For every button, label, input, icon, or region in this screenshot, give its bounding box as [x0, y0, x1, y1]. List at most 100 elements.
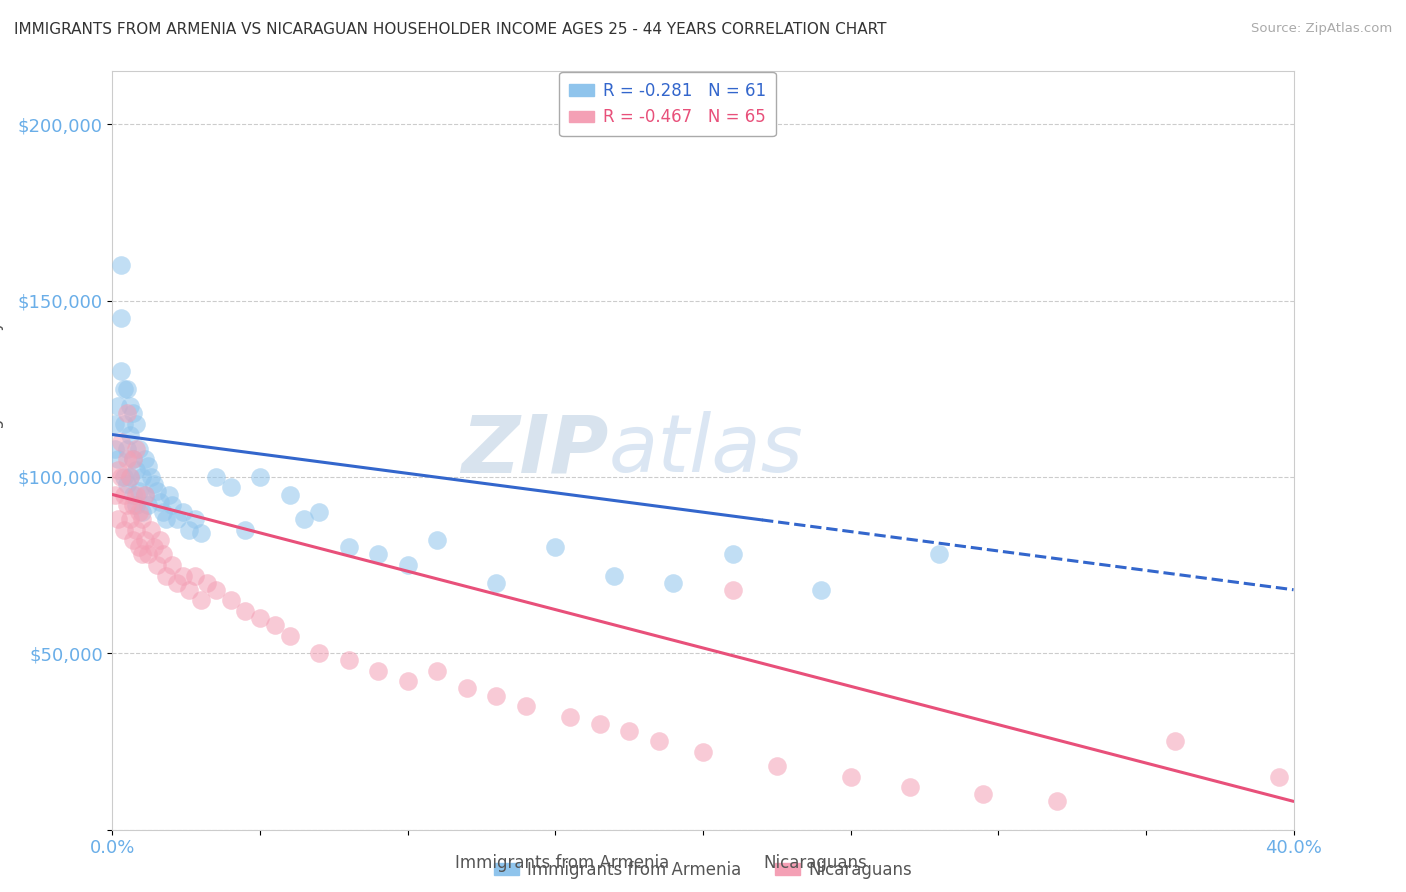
- Point: [1164, 734, 1187, 748]
- Point: [647, 734, 671, 748]
- Point: [149, 494, 172, 508]
- Point: [898, 780, 921, 795]
- Point: [184, 568, 207, 582]
- Point: [104, 442, 127, 456]
- Text: Source: ZipAtlas.com: Source: ZipAtlas.com: [1251, 22, 1392, 36]
- Point: [146, 558, 169, 572]
- Point: [120, 427, 142, 442]
- Point: [122, 487, 145, 501]
- Point: [128, 541, 150, 555]
- Point: [152, 548, 174, 562]
- Text: IMMIGRANTS FROM ARMENIA VS NICARAGUAN HOUSEHOLDER INCOME AGES 25 - 44 YEARS CORR: IMMIGRANTS FROM ARMENIA VS NICARAGUAN HO…: [14, 22, 887, 37]
- Point: [157, 487, 180, 501]
- Point: [117, 452, 138, 467]
- Text: atlas: atlas: [609, 411, 803, 490]
- Point: [117, 477, 138, 491]
- Point: [110, 311, 132, 326]
- Point: [456, 681, 478, 696]
- Point: [110, 434, 132, 449]
- Point: [292, 512, 315, 526]
- Point: [721, 582, 744, 597]
- Point: [396, 674, 419, 689]
- Point: [544, 541, 567, 555]
- Point: [136, 548, 159, 562]
- Point: [122, 452, 145, 467]
- Point: [136, 498, 159, 512]
- Point: [179, 523, 201, 537]
- Point: [134, 533, 156, 548]
- Point: [112, 487, 135, 501]
- Point: [278, 629, 301, 643]
- Point: [134, 487, 156, 501]
- Text: Nicaraguans: Nicaraguans: [763, 855, 868, 872]
- Point: [810, 582, 832, 597]
- Point: [117, 442, 138, 456]
- Point: [112, 382, 135, 396]
- Point: [485, 575, 508, 590]
- Legend: Immigrants from Armenia, Nicaraguans: Immigrants from Armenia, Nicaraguans: [488, 854, 918, 886]
- Point: [588, 716, 610, 731]
- Point: [205, 470, 228, 484]
- Point: [692, 745, 714, 759]
- Point: [155, 568, 177, 582]
- Point: [131, 505, 153, 519]
- Point: [233, 604, 256, 618]
- Point: [160, 498, 183, 512]
- Point: [337, 541, 360, 555]
- Point: [107, 400, 129, 414]
- Point: [190, 526, 212, 541]
- Point: [139, 523, 162, 537]
- Text: Immigrants from Armenia: Immigrants from Armenia: [456, 855, 669, 872]
- Point: [112, 417, 135, 431]
- Point: [249, 470, 271, 484]
- Point: [160, 558, 183, 572]
- Text: ZIP: ZIP: [461, 411, 609, 490]
- Point: [172, 568, 194, 582]
- Point: [117, 498, 138, 512]
- Point: [117, 382, 138, 396]
- Point: [110, 470, 132, 484]
- Point: [155, 512, 177, 526]
- Point: [278, 487, 301, 501]
- Point: [485, 689, 508, 703]
- Point: [134, 487, 156, 501]
- Point: [110, 364, 132, 378]
- Point: [973, 787, 995, 801]
- Point: [125, 498, 148, 512]
- Point: [1268, 770, 1291, 784]
- Point: [426, 664, 449, 678]
- Point: [219, 593, 242, 607]
- Point: [219, 481, 242, 495]
- Point: [120, 512, 142, 526]
- Point: [233, 523, 256, 537]
- Point: [766, 759, 789, 773]
- Point: [662, 575, 685, 590]
- Point: [184, 512, 207, 526]
- Point: [558, 709, 582, 723]
- Point: [131, 512, 153, 526]
- Point: [264, 618, 287, 632]
- Point: [122, 452, 145, 467]
- Point: [120, 470, 142, 484]
- Point: [928, 548, 950, 562]
- Point: [125, 487, 148, 501]
- Point: [125, 523, 148, 537]
- Point: [107, 452, 129, 467]
- Point: [125, 463, 148, 477]
- Point: [125, 442, 148, 456]
- Point: [721, 548, 744, 562]
- Point: [367, 548, 389, 562]
- Point: [166, 575, 188, 590]
- Point: [839, 770, 862, 784]
- Point: [603, 568, 626, 582]
- Point: [426, 533, 449, 548]
- Point: [367, 664, 389, 678]
- Point: [195, 575, 218, 590]
- Point: [152, 505, 174, 519]
- Point: [122, 498, 145, 512]
- Point: [1046, 794, 1069, 808]
- Point: [112, 523, 135, 537]
- Point: [107, 512, 129, 526]
- Point: [125, 417, 148, 431]
- Point: [134, 452, 156, 467]
